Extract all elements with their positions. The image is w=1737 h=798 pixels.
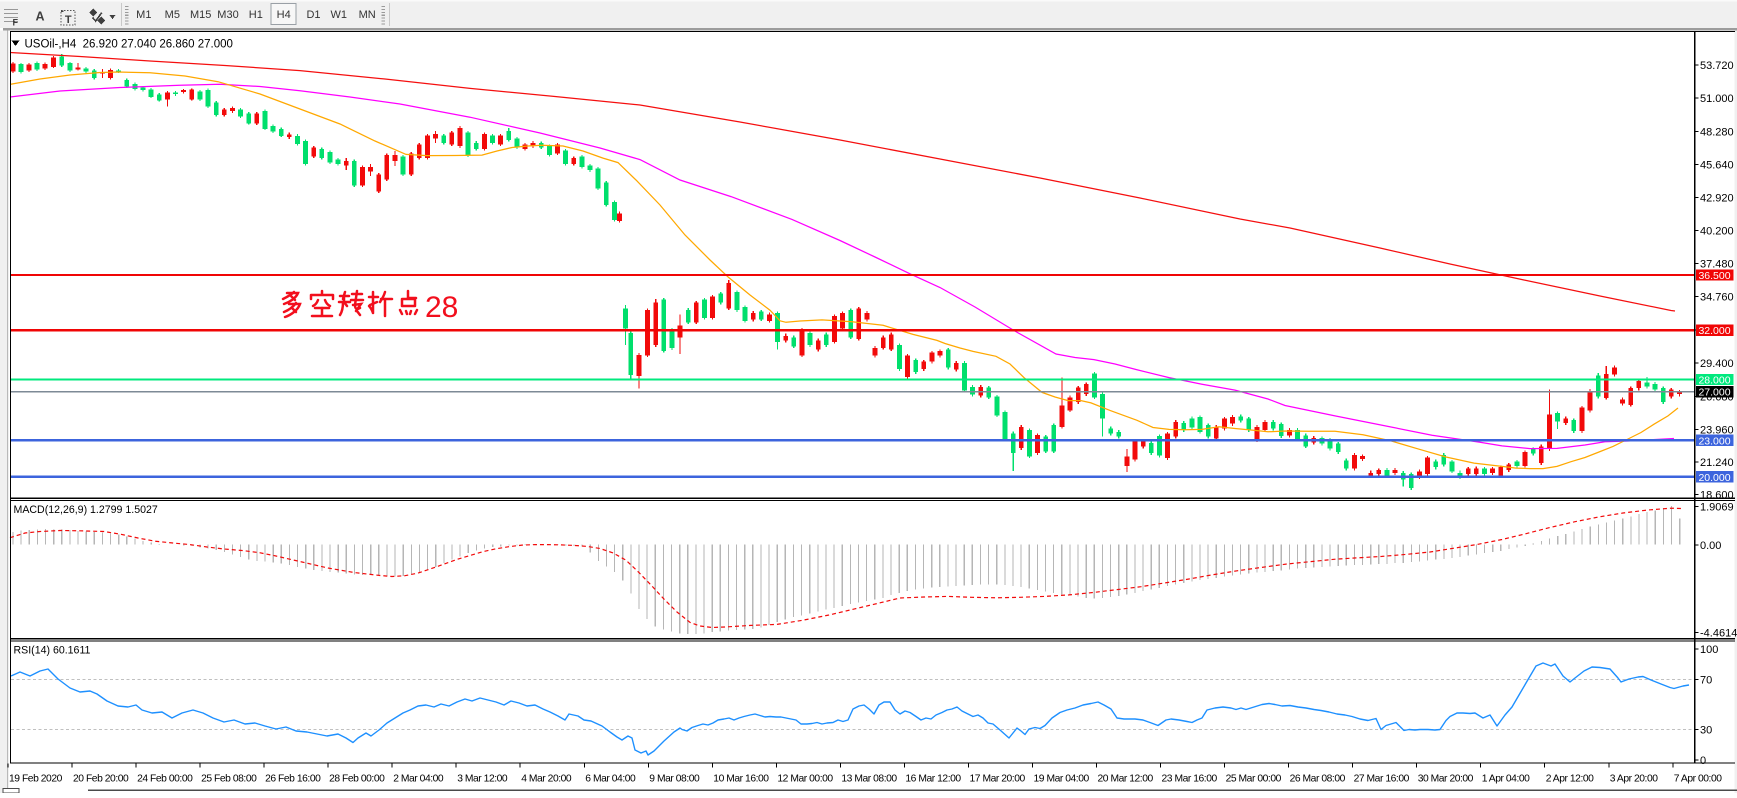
svg-text:28 Feb 00:00: 28 Feb 00:00 [329,774,385,785]
svg-text:32.000: 32.000 [1698,325,1730,337]
svg-text:37.480: 37.480 [1700,259,1734,271]
svg-text:20 Feb 20:00: 20 Feb 20:00 [73,774,129,785]
svg-text:USOil-,H4 26.920 27.040 26.86: USOil-,H4 26.920 27.040 26.860 27.000 [25,39,233,51]
svg-text:48.280: 48.280 [1700,126,1734,138]
svg-text:7 Apr 00:00: 7 Apr 00:00 [1674,774,1722,785]
svg-text:3 Apr 20:00: 3 Apr 20:00 [1610,774,1658,785]
svg-text:53.720: 53.720 [1700,60,1734,72]
svg-text:16 Mar 12:00: 16 Mar 12:00 [905,774,961,785]
svg-text:9 Mar 08:00: 9 Mar 08:00 [649,774,700,785]
svg-text:2 Mar 04:00: 2 Mar 04:00 [393,774,444,785]
svg-text:36.500: 36.500 [1698,270,1730,282]
svg-text:4 Mar 20:00: 4 Mar 20:00 [521,774,572,785]
svg-text:1.9069: 1.9069 [1700,502,1734,514]
svg-text:0: 0 [1700,755,1706,767]
svg-text:27 Mar 16:00: 27 Mar 16:00 [1354,774,1410,785]
svg-text:10 Mar 16:00: 10 Mar 16:00 [713,774,769,785]
svg-text:27.000: 27.000 [1698,387,1730,399]
svg-text:M5: M5 [165,9,180,21]
svg-text:D1: D1 [306,9,320,21]
svg-text:70: 70 [1700,674,1712,686]
svg-text:28.000: 28.000 [1698,375,1730,387]
svg-text:42.920: 42.920 [1700,192,1734,204]
svg-text:19 Mar 04:00: 19 Mar 04:00 [1034,774,1090,785]
svg-text:6 Mar 04:00: 6 Mar 04:00 [585,774,636,785]
svg-text:H1: H1 [249,9,263,21]
svg-text:MN: MN [359,9,376,21]
svg-text:13 Mar 08:00: 13 Mar 08:00 [841,774,897,785]
svg-text:26 Mar 08:00: 26 Mar 08:00 [1290,774,1346,785]
svg-text:M1: M1 [136,9,151,21]
svg-text:40.200: 40.200 [1700,226,1734,238]
svg-text:28: 28 [425,291,458,324]
svg-text:26 Feb 16:00: 26 Feb 16:00 [265,774,321,785]
svg-text:18.600: 18.600 [1700,490,1734,502]
svg-text:H4: H4 [277,9,291,21]
svg-text:25 Mar 00:00: 25 Mar 00:00 [1226,774,1282,785]
svg-text:20 Mar 12:00: 20 Mar 12:00 [1098,774,1154,785]
svg-text:T: T [65,14,72,26]
svg-text:30: 30 [1700,725,1712,737]
svg-text:23.000: 23.000 [1698,435,1730,447]
svg-text:3 Mar 12:00: 3 Mar 12:00 [457,774,508,785]
svg-text:24 Feb 00:00: 24 Feb 00:00 [137,774,193,785]
svg-text:17 Mar 20:00: 17 Mar 20:00 [970,774,1026,785]
svg-text:0.00: 0.00 [1700,540,1721,552]
svg-text:W1: W1 [330,9,347,21]
svg-text:100: 100 [1700,644,1718,656]
svg-text:29.400: 29.400 [1700,358,1734,370]
svg-text:51.000: 51.000 [1700,93,1734,105]
svg-text:30 Mar 20:00: 30 Mar 20:00 [1418,774,1474,785]
svg-text:M15: M15 [190,9,211,21]
svg-text:21.240: 21.240 [1700,457,1734,469]
svg-text:20.000: 20.000 [1698,472,1730,484]
svg-text:RSI(14) 60.1611: RSI(14) 60.1611 [14,645,91,657]
svg-text:45.640: 45.640 [1700,159,1734,171]
svg-text:19 Feb 2020: 19 Feb 2020 [9,774,63,785]
svg-text:F: F [13,18,19,28]
svg-text:34.760: 34.760 [1700,292,1734,304]
svg-text:1 Apr 04:00: 1 Apr 04:00 [1482,774,1530,785]
svg-text:M30: M30 [217,9,238,21]
svg-text:A: A [35,10,44,24]
svg-text:2 Apr 12:00: 2 Apr 12:00 [1546,774,1594,785]
svg-text:25 Feb 08:00: 25 Feb 08:00 [201,774,257,785]
svg-text:MACD(12,26,9) 1.2799 1.5027: MACD(12,26,9) 1.2799 1.5027 [14,504,158,516]
svg-text:12 Mar 00:00: 12 Mar 00:00 [777,774,833,785]
svg-text:-4.4614: -4.4614 [1700,628,1737,640]
svg-text:23 Mar 16:00: 23 Mar 16:00 [1162,774,1218,785]
